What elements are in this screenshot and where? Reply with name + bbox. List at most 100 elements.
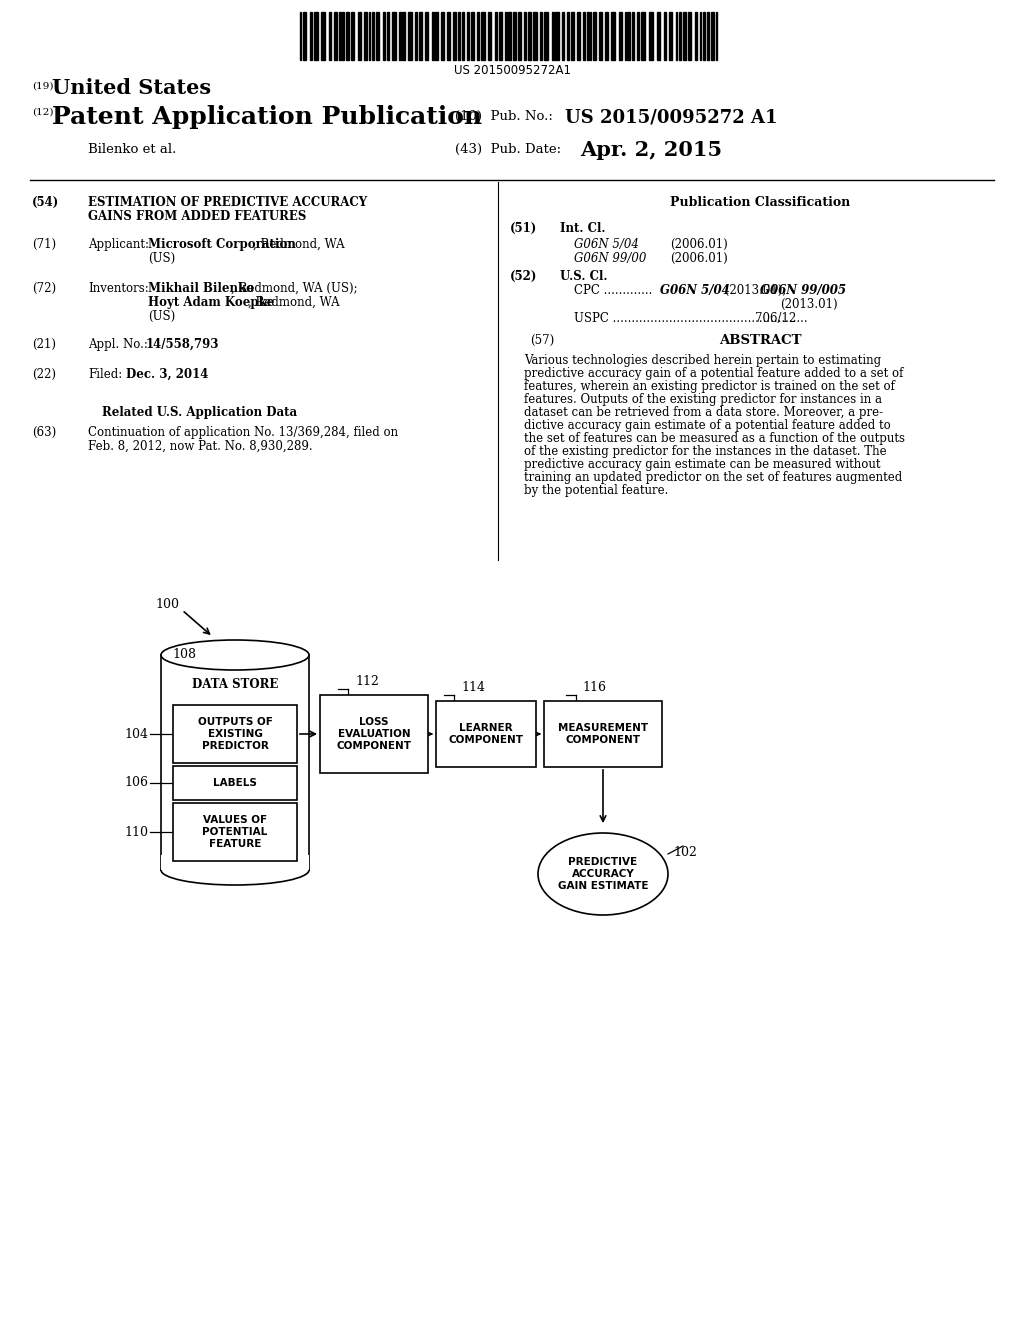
Ellipse shape [161,640,309,671]
Bar [329,12,332,59]
Text: Related U.S. Application Data: Related U.S. Application Data [102,407,298,418]
Text: MEASUREMENT
COMPONENT: MEASUREMENT COMPONENT [558,723,648,746]
Bar [481,12,484,59]
Text: LOSS
EVALUATION
COMPONENT: LOSS EVALUATION COMPONENT [337,717,412,751]
Text: features. Outputs of the existing predictor for instances in a: features. Outputs of the existing predic… [524,393,882,407]
Bar [590,12,591,59]
Bar [319,696,428,774]
Text: (10)  Pub. No.:: (10) Pub. No.: [455,110,553,123]
Text: (21): (21) [32,338,56,351]
Text: , Redmond, WA: , Redmond, WA [248,296,340,309]
Text: Dec. 3, 2014: Dec. 3, 2014 [126,368,208,381]
Text: dictive accuracy gain estimate of a potential feature added to: dictive accuracy gain estimate of a pote… [524,418,891,432]
Bar [688,12,691,59]
Bar [618,12,622,59]
Text: Apr. 2, 2015: Apr. 2, 2015 [580,140,722,160]
Bar [435,12,438,59]
Text: 108: 108 [172,648,196,661]
Text: 106: 106 [124,776,148,789]
Bar [625,12,626,59]
Text: Feb. 8, 2012, now Pat. No. 8,930,289.: Feb. 8, 2012, now Pat. No. 8,930,289. [88,440,312,453]
Text: (US): (US) [148,310,175,323]
Bar [471,12,474,59]
Bar [552,12,554,59]
Text: predictive accuracy gain of a potential feature added to a set of: predictive accuracy gain of a potential … [524,367,903,380]
Bar [513,12,516,59]
Bar [161,655,309,870]
Bar [432,12,433,59]
Text: (12): (12) [32,108,53,117]
Text: features, wherein an existing predictor is trained on the set of: features, wherein an existing predictor … [524,380,895,393]
Bar [387,12,389,59]
Bar [604,12,607,59]
Text: 14/558,793: 14/558,793 [146,338,219,351]
Bar [712,12,714,59]
Bar [357,12,361,59]
Bar [334,12,337,59]
Text: predictive accuracy gain estimate can be measured without: predictive accuracy gain estimate can be… [524,458,881,471]
Bar [476,12,479,59]
Text: 100: 100 [155,598,179,611]
Text: (2013.01);: (2013.01); [721,284,791,297]
Bar [534,12,537,59]
Bar [376,12,380,59]
Bar [369,12,371,59]
Text: (54): (54) [32,195,59,209]
Bar [716,12,717,59]
Bar [708,12,710,59]
Text: OUTPUTS OF
EXISTING
PREDICTOR: OUTPUTS OF EXISTING PREDICTOR [198,717,272,751]
Text: G06N 99/00: G06N 99/00 [574,252,646,265]
Bar [679,12,681,59]
Bar [524,12,526,59]
Text: ESTIMATION OF PREDICTIVE ACCURACY: ESTIMATION OF PREDICTIVE ACCURACY [88,195,368,209]
Text: Mikhail Bilenko: Mikhail Bilenko [148,282,254,294]
Text: (2013.01): (2013.01) [780,298,838,312]
Text: (2006.01): (2006.01) [670,238,728,251]
Text: United States: United States [52,78,211,98]
Bar [699,12,701,59]
Bar [578,12,580,59]
Text: (19): (19) [32,82,53,91]
Bar [372,12,374,59]
Text: (57): (57) [530,334,554,347]
Text: , Redmond, WA (US);: , Redmond, WA (US); [231,282,357,294]
Text: of the existing predictor for the instances in the dataset. The: of the existing predictor for the instan… [524,445,887,458]
Text: (22): (22) [32,368,56,381]
Bar [399,12,400,59]
Bar [544,701,662,767]
Text: by the potential feature.: by the potential feature. [524,484,669,498]
Bar [351,12,354,59]
Bar [454,12,456,59]
Bar [419,12,422,59]
Text: USPC ....................................................: USPC ...................................… [574,312,808,325]
Text: , Redmond, WA: , Redmond, WA [253,238,345,251]
Text: LEARNER
COMPONENT: LEARNER COMPONENT [449,723,523,746]
Text: G06N 5/04: G06N 5/04 [574,238,639,251]
Bar [342,12,344,59]
Text: (43)  Pub. Date:: (43) Pub. Date: [455,143,561,156]
Bar [440,12,443,59]
Text: (63): (63) [32,426,56,440]
Bar [303,12,306,59]
Text: PREDICTIVE
ACCURACY
GAIN ESTIMATE: PREDICTIVE ACCURACY GAIN ESTIMATE [558,857,648,891]
Text: U.S. Cl.: U.S. Cl. [560,271,607,282]
Text: (2006.01): (2006.01) [670,252,728,265]
Bar [676,12,678,59]
Bar [459,12,460,59]
Bar [425,12,428,59]
Text: 114: 114 [461,681,485,694]
Text: CPC .............: CPC ............. [574,284,652,297]
Text: (72): (72) [32,282,56,294]
Text: 110: 110 [124,825,148,838]
Bar [321,12,325,59]
Text: (71): (71) [32,238,56,251]
Bar [383,12,385,59]
Text: G06N 99/005: G06N 99/005 [760,284,846,297]
Bar [509,12,511,59]
Bar [637,12,639,59]
Bar [683,12,686,59]
Bar [545,12,548,59]
Bar [346,12,349,59]
Text: 112: 112 [355,675,379,688]
Bar [641,12,645,59]
